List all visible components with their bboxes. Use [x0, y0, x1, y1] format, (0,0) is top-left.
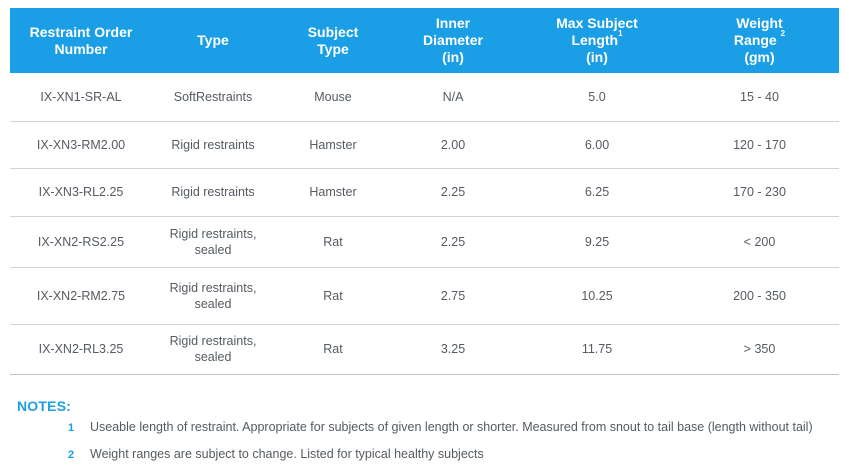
- footnote-marker-2: 2: [780, 29, 786, 38]
- cell-weight-range: > 350: [680, 324, 839, 375]
- cell-max-length: 10.25: [514, 267, 680, 325]
- cell-subject-type: Rat: [274, 324, 392, 375]
- cell-max-length: 11.75: [514, 324, 680, 375]
- cell-subject-type: Mouse: [274, 73, 392, 122]
- cell-weight-range: 170 - 230: [680, 168, 839, 217]
- note-number: 1: [68, 422, 75, 434]
- footnote-marker-1: 1: [618, 29, 623, 38]
- cell-max-length: 6.00: [514, 121, 680, 169]
- cell-order-number: IX-XN2-RS2.25: [10, 216, 152, 268]
- cell-weight-range: < 200: [680, 216, 839, 268]
- table-row: IX-XN1-SR-AL SoftRestraints Mouse N/A 5.…: [10, 73, 839, 122]
- table-row: IX-XN2-RS2.25 Rigid restraints, sealed Ra…: [10, 216, 839, 268]
- cell-inner-diameter: 2.75: [392, 267, 514, 325]
- header-row: Restraint Order Number Type Subject Type…: [10, 8, 839, 73]
- cell-subject-type: Hamster: [274, 121, 392, 169]
- cell-type: Rigid restraints, sealed: [152, 216, 274, 268]
- note-item: 1 Useable length of restraint. Appropriat…: [68, 420, 813, 434]
- cell-order-number: IX-XN2-RM2.75: [10, 267, 152, 325]
- table-header: Restraint Order Number Type Subject Type…: [10, 8, 839, 73]
- table-row: IX-XN2-RL3.25 Rigid restraints, sealed Ra…: [10, 324, 839, 375]
- notes-title: NOTES:: [17, 398, 72, 414]
- note-number: 2: [68, 449, 75, 461]
- cell-type: Rigid restraints, sealed: [152, 267, 274, 325]
- header-type: Type: [197, 32, 229, 48]
- table-row: IX-XN3-RM2.00 Rigid restraints Hamster 2…: [10, 121, 839, 169]
- cell-order-number: IX-XN3-RM2.00: [10, 121, 152, 169]
- cell-order-number: IX-XN2-RL3.25: [10, 324, 152, 375]
- cell-order-number: IX-XN1-SR-AL: [10, 73, 152, 122]
- cell-order-number: IX-XN3-RL2.25: [10, 168, 152, 217]
- cell-inner-diameter: 2.25: [392, 216, 514, 268]
- note-item: 2 Weight ranges are subject to change. Li…: [68, 447, 484, 461]
- header-inner-diameter: Inner Diameter (in): [423, 15, 483, 65]
- note-text: Useable length of restraint. Appropriate…: [90, 420, 813, 434]
- restraint-table-container: Restraint Order Number Type Subject Type…: [10, 8, 839, 375]
- header-max-subject-length: Max Subject Length1 (in): [556, 15, 638, 65]
- cell-inner-diameter: 2.25: [392, 168, 514, 217]
- cell-type: Rigid restraints, sealed: [152, 324, 274, 375]
- note-text: Weight ranges are subject to change. Lis…: [90, 447, 484, 461]
- cell-max-length: 5.0: [514, 73, 680, 122]
- cell-subject-type: Rat: [274, 216, 392, 268]
- table-body: IX-XN1-SR-AL SoftRestraints Mouse N/A 5.…: [10, 73, 839, 375]
- cell-weight-range: 15 - 40: [680, 73, 839, 122]
- header-weight-range: Weight Range 2 (gm): [733, 15, 786, 65]
- cell-weight-range: 120 - 170: [680, 121, 839, 169]
- cell-weight-range: 200 - 350: [680, 267, 839, 325]
- table-row: IX-XN3-RL2.25 Rigid restraints Hamster 2…: [10, 168, 839, 217]
- cell-inner-diameter: 2.00: [392, 121, 514, 169]
- cell-type: Rigid restraints: [152, 168, 274, 217]
- cell-max-length: 6.25: [514, 168, 680, 217]
- cell-subject-type: Rat: [274, 267, 392, 325]
- table-row: IX-XN2-RM2.75 Rigid restraints, sealed Ra…: [10, 267, 839, 325]
- cell-type: Rigid restraints: [152, 121, 274, 169]
- header-subject-type: Subject Type: [307, 23, 359, 57]
- cell-inner-diameter: 3.25: [392, 324, 514, 375]
- header-order-number: Restraint Order Number: [29, 23, 133, 57]
- cell-type: SoftRestraints: [152, 73, 274, 122]
- cell-subject-type: Hamster: [274, 168, 392, 217]
- cell-max-length: 9.25: [514, 216, 680, 268]
- restraint-table: Restraint Order Number Type Subject Type…: [10, 8, 839, 375]
- cell-inner-diameter: N/A: [392, 73, 514, 122]
